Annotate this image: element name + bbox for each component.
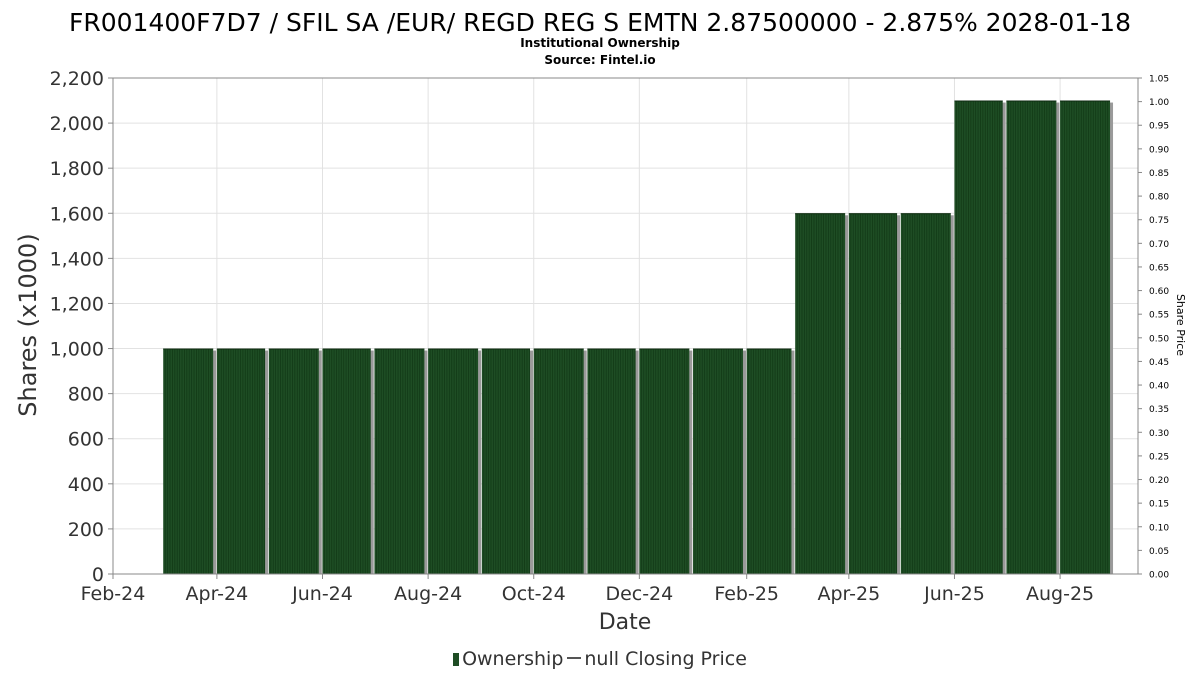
ownership-bar [481,348,534,574]
bar-fill [322,348,371,574]
ownership-bar [639,348,693,574]
ownership-bar [216,348,269,574]
x-tick-label: Jun-24 [291,583,353,605]
bar-fill [746,348,792,574]
y2-tick-label: 0.20 [1149,476,1169,486]
y2-axis-label: Share Price [1174,294,1187,356]
bar-fill [639,348,690,574]
y-tick-label: 1,800 [50,158,104,180]
y2-tick-label: 0.35 [1149,405,1169,415]
plot-frame [112,77,1139,575]
y-axis: 0 200 400 600 800 1,000 1,200 1,400 1,600 1,800 2,… [50,68,113,586]
bar-fill [216,348,266,574]
y2-tick-label: 0.45 [1149,358,1169,368]
bar-fill [533,348,584,574]
y2-tick-label: 0.90 [1149,145,1169,155]
y-tick-label: 2,200 [50,68,104,90]
y2-axis: 0.00 0.05 0.10 0.15 0.20 0.25 0.30 0.35 0.40 0.45… [1138,75,1169,581]
bar-fill [374,348,425,574]
y2-tick-label: 0.70 [1149,240,1169,250]
legend: Ownership null Closing Price [0,648,1200,670]
y2-tick-label: 0.60 [1149,287,1169,297]
x-tick-label: Oct-24 [502,583,566,605]
x-tick-label: Feb-24 [81,583,146,605]
y-tick-label: 1,000 [50,339,104,361]
bar-fill [954,100,1003,574]
price-legend-label: null Closing Price [584,648,747,670]
y2-tick-label: 0.95 [1149,122,1169,132]
bar-fill [693,348,743,574]
y2-tick-label: 0.05 [1149,547,1169,557]
y-tick-label: 400 [68,474,104,496]
y-tick-label: 1,400 [50,248,104,270]
y2-tick-label: 0.50 [1149,334,1169,344]
y-tick-label: 600 [68,429,104,451]
ownership-bar [1060,100,1114,574]
ownership-bar [587,348,639,574]
bar-fill [428,348,479,574]
ownership-bar [533,348,587,574]
bar-fill [1006,100,1057,574]
bar-fill [1060,100,1111,574]
ownership-legend-label: Ownership [462,648,564,670]
y-axis-label: Shares (x1000) [14,233,42,416]
ownership-bar [1006,100,1060,574]
price-legend-swatch [567,657,582,659]
y2-tick-label: 1.00 [1149,98,1169,108]
y2-tick-label: 0.10 [1149,523,1169,533]
y2-tick-label: 0.40 [1149,382,1169,392]
ownership-bar [693,348,746,574]
ownership-bar [428,348,482,574]
ownership-bar [900,213,954,575]
x-tick-label: Aug-24 [394,583,462,605]
x-tick-label: Apr-24 [186,583,249,605]
ownership-bar [746,348,795,574]
bar-fill [848,213,898,575]
bars-group [163,100,1114,575]
chart-title: FR001400F7D7 / SFIL SA /EUR/ REGD REG S … [69,8,1131,37]
y2-tick-label: 0.25 [1149,452,1169,462]
ownership-bar [374,348,428,574]
y2-tick-label: 0.15 [1149,500,1169,510]
x-tick-label: Apr-25 [818,583,881,605]
x-axis: Feb-24 Apr-24 Jun-24 Aug-24 Oct-24 Dec-24 Feb-… [81,574,1094,605]
bar-fill [481,348,531,574]
x-tick-label: Dec-24 [605,583,673,605]
y2-tick-label: 0.75 [1149,216,1169,226]
y2-tick-label: 0.55 [1149,311,1169,321]
x-tick-label: Feb-25 [714,583,779,605]
bar-fill [163,348,214,574]
x-tick-label: Aug-25 [1026,583,1094,605]
y-tick-label: 1,200 [50,293,104,315]
bar-fill [795,213,846,575]
y-tick-label: 1,600 [50,203,104,225]
y2-tick-label: 0.80 [1149,193,1169,203]
y-tick-label: 0 [92,564,104,586]
ownership-bar [954,100,1006,574]
ownership-bar [795,213,849,575]
y2-tick-label: 0.85 [1149,169,1169,179]
ownership-bar [163,348,217,574]
bar-fill [587,348,636,574]
y-tick-label: 800 [68,384,104,406]
ownership-bar [322,348,374,574]
chart-source: Source: Fintel.io [544,53,656,67]
ownership-bar [268,348,322,574]
y-tick-label: 2,000 [50,113,104,135]
y2-tick-label: 0.30 [1149,429,1169,439]
x-axis-label: Date [599,610,652,635]
y2-tick-label: 1.05 [1149,75,1169,85]
y2-tick-label: 0.65 [1149,263,1169,273]
chart-subtitle: Institutional Ownership [520,36,680,50]
y2-tick-label: 0.00 [1149,571,1169,581]
x-tick-label: Jun-25 [923,583,985,605]
bar-fill [268,348,319,574]
ownership-legend-swatch [453,653,460,666]
ownership-bar [848,213,901,575]
y-tick-label: 200 [68,519,104,541]
bar-fill [900,213,951,575]
